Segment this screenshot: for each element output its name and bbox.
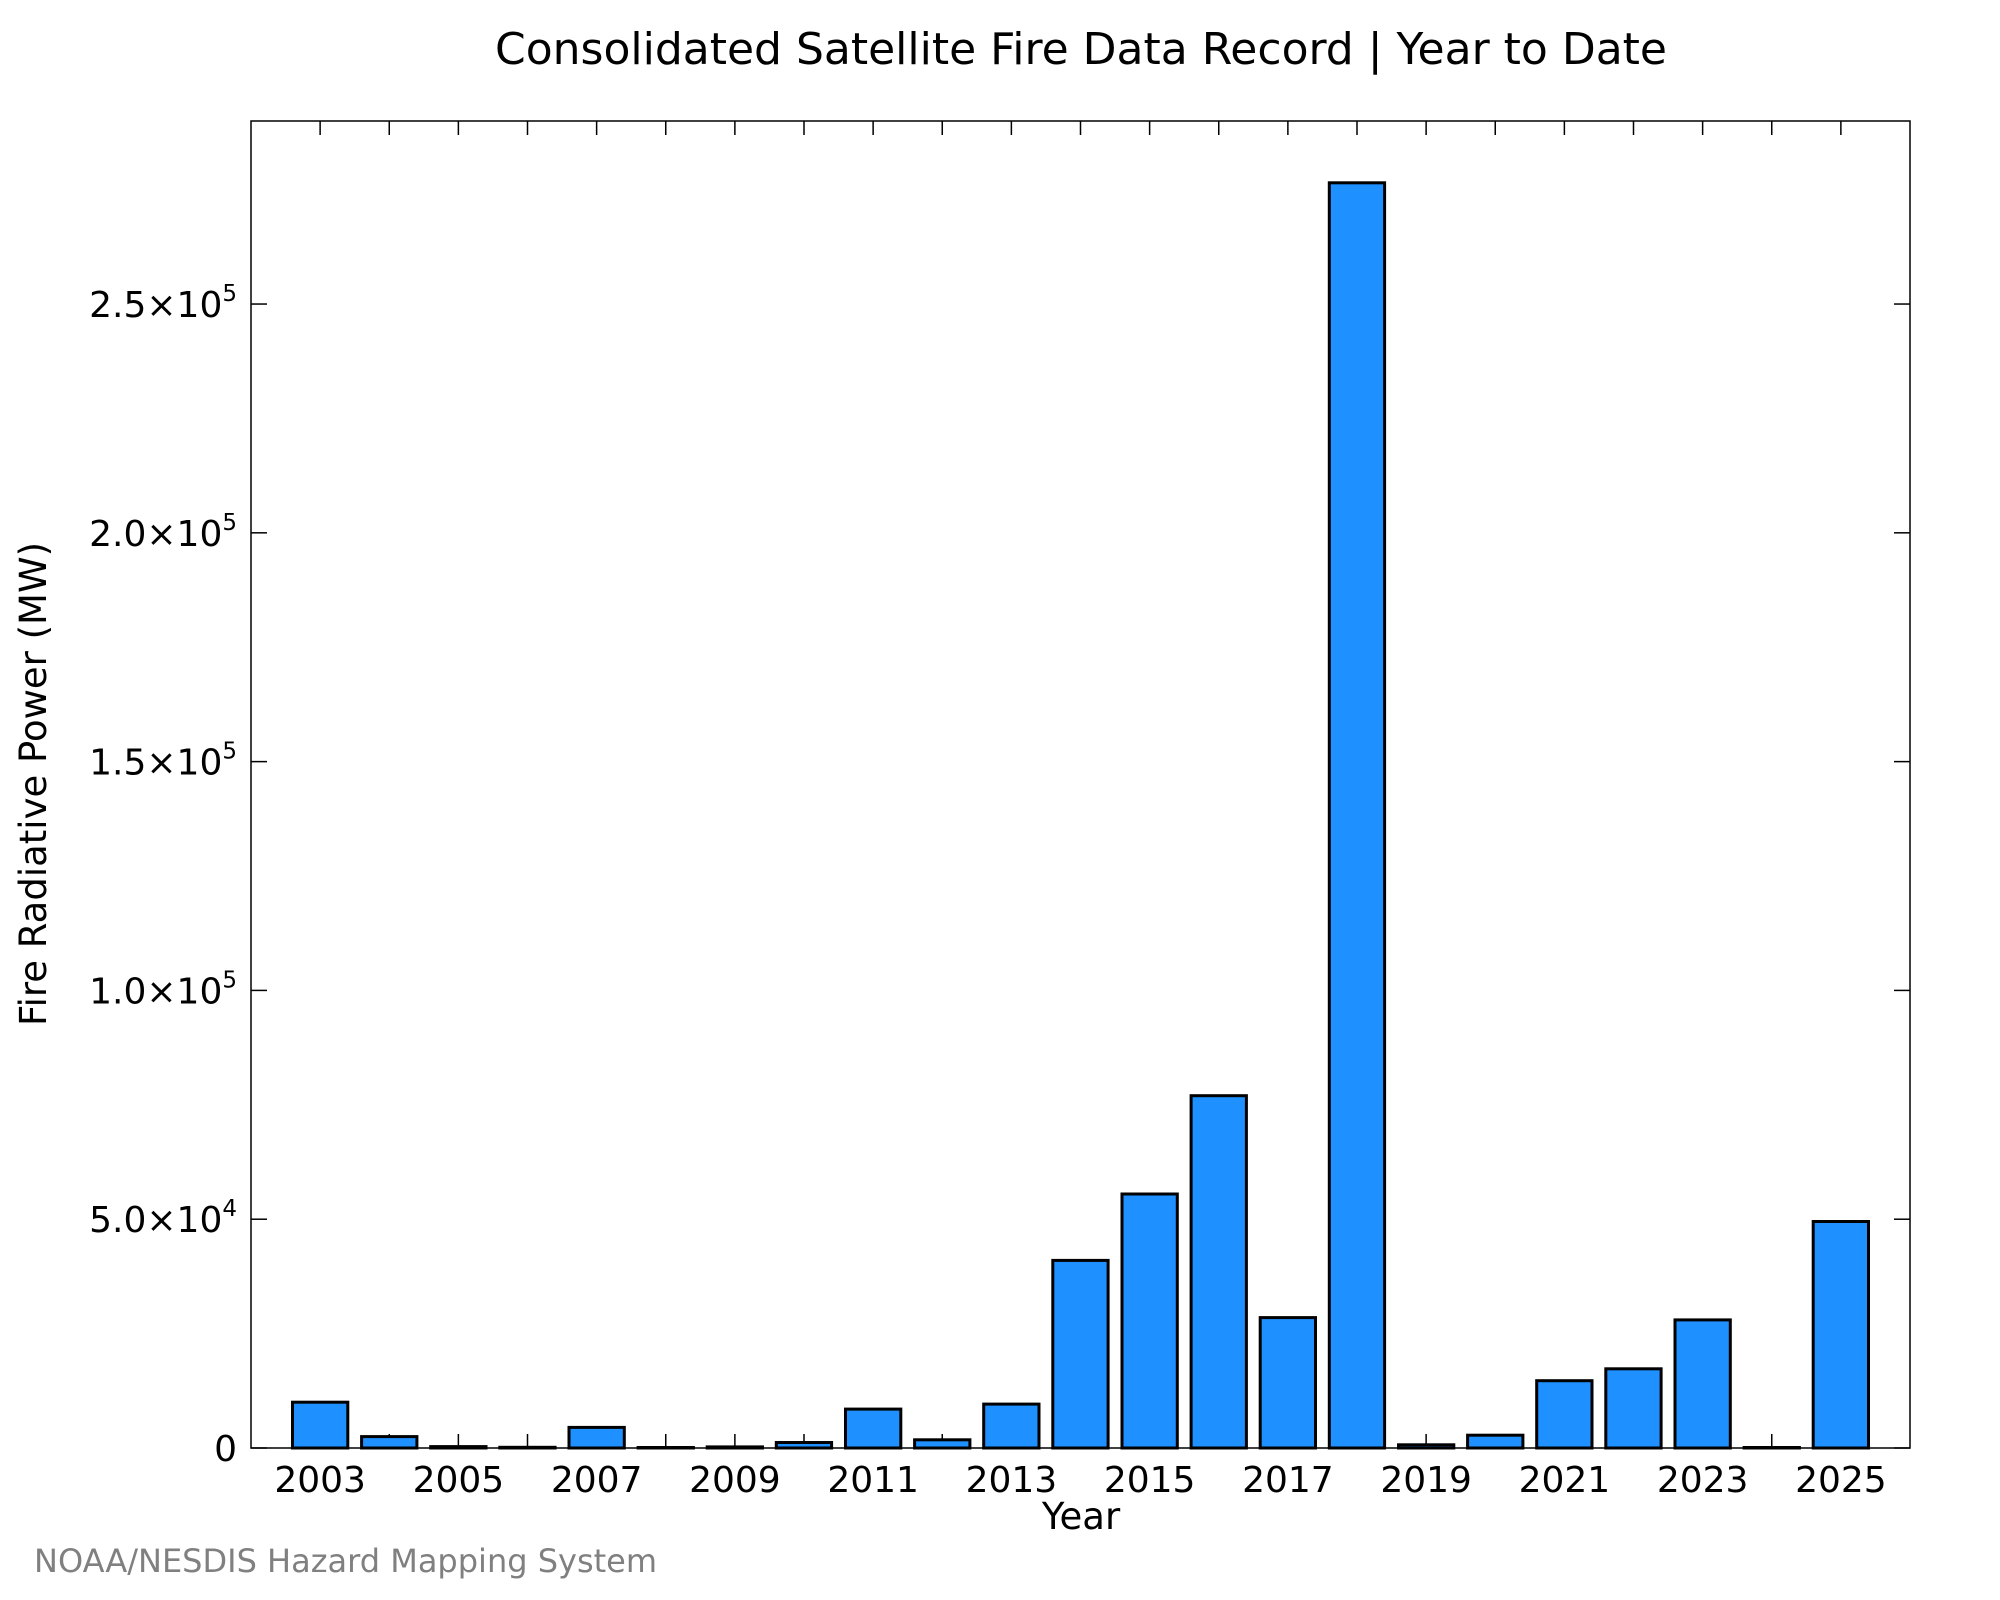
y-axis: 0 5.0×104 1.0×105 1.5×105 2.0×105 2.5×105 [89,281,1910,1470]
bar-2005 [429,1445,488,1450]
bar-2010 [774,1441,834,1450]
bar-2009 [705,1445,765,1450]
y-tick-label: 2.5×105 [89,281,237,326]
bar-2006 [498,1445,557,1450]
bar-series [291,181,1870,1450]
bar-2022 [1604,1367,1663,1450]
bar-2024 [1742,1446,1801,1450]
bar-2008 [636,1446,695,1450]
bar-2025 [1811,1220,1870,1450]
source-credit: NOAA/NESDIS Hazard Mapping System [34,1542,657,1580]
plot-frame [250,120,1911,1449]
y-tick-label: 1.5×105 [89,739,237,784]
bar-2023 [1673,1318,1732,1450]
bar-2020 [1466,1433,1525,1450]
bar-2003 [291,1400,350,1450]
bar-2014 [1051,1258,1110,1450]
bar-2013 [982,1402,1041,1450]
y-axis-label: Fire Radiative Power (MW) [12,542,55,1026]
bar-2015 [1120,1192,1179,1450]
bar-2019 [1397,1443,1456,1450]
x-tick-label: 2011 [827,1460,919,1501]
bar-2018 [1327,181,1387,1450]
bar-2017 [1258,1316,1317,1450]
y-tick-label: 5.0×104 [89,1196,237,1241]
bar-2021 [1535,1379,1594,1450]
x-tick-label: 2007 [551,1460,643,1501]
x-axis: 2003 2005 2007 2009 2011 2013 2015 2017 2019 2021… [274,121,1887,1501]
x-tick-label: 2025 [1795,1460,1887,1501]
y-tick-label: 1.0×105 [89,967,237,1012]
bar-2012 [913,1438,972,1450]
x-axis-label: Year [1041,1495,1121,1538]
x-tick-label: 2019 [1380,1460,1472,1501]
x-tick-label: 2013 [966,1460,1058,1501]
x-tick-label: 2005 [413,1460,505,1501]
x-tick-label: 2023 [1657,1460,1749,1501]
bar-2004 [360,1435,419,1450]
y-tick-label: 0 [214,1429,237,1470]
chart-title: Consolidated Satellite Fire Data Record … [495,24,1667,75]
x-tick-label: 2009 [689,1460,781,1501]
bar-2011 [844,1407,903,1450]
x-tick-label: 2003 [274,1460,366,1501]
x-tick-label: 2015 [1104,1460,1196,1501]
bar-2007 [567,1425,626,1450]
x-tick-label: 2021 [1519,1460,1611,1501]
x-tick-label: 2017 [1242,1460,1334,1501]
y-tick-label: 2.0×105 [89,510,237,555]
bar-2016 [1189,1094,1248,1450]
